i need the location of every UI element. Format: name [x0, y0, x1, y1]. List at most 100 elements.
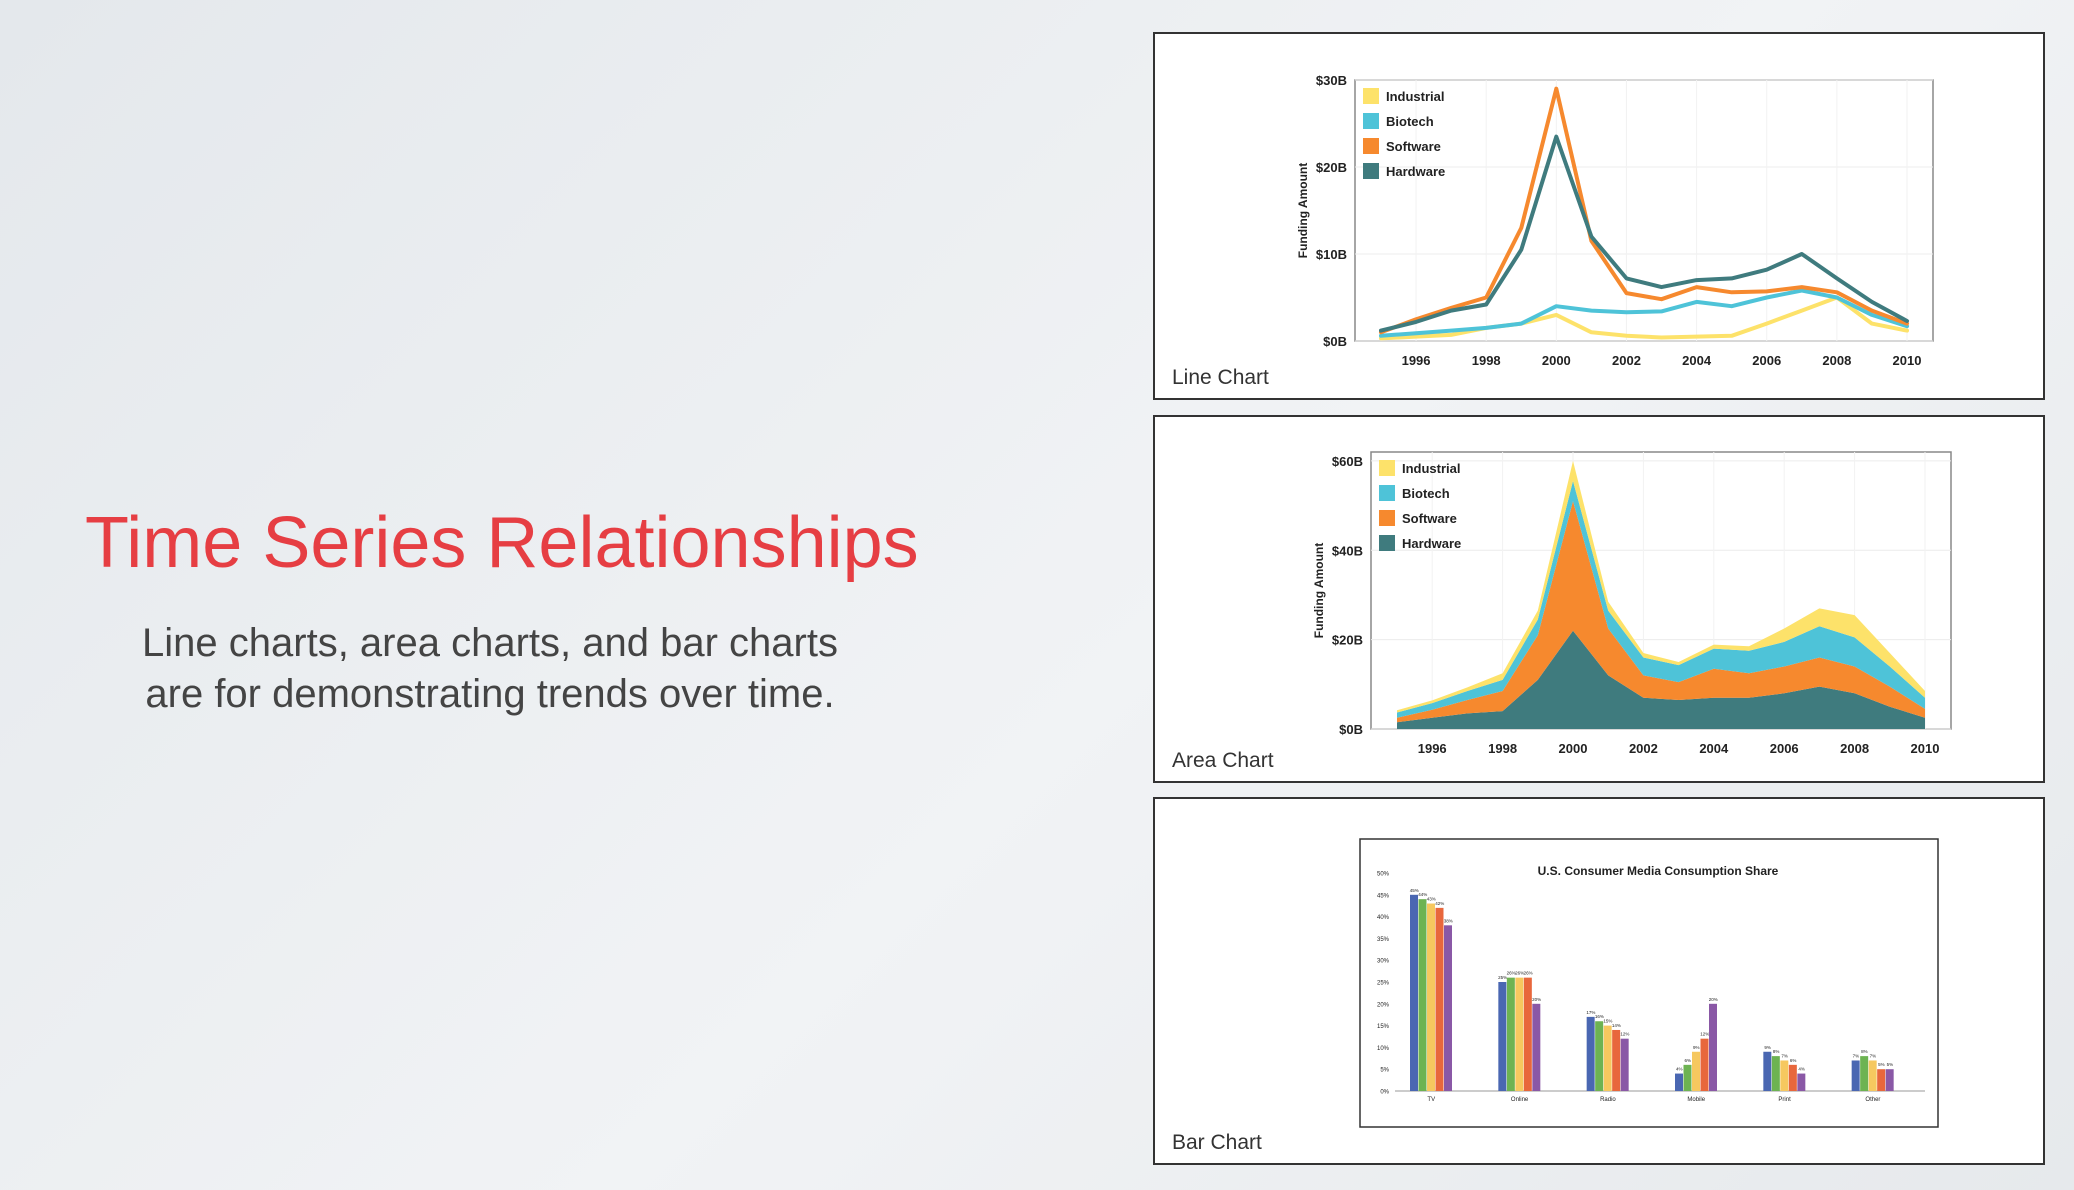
bar-data-label: 38%	[1444, 918, 1453, 923]
y-axis-title: Funding Amount	[1296, 163, 1310, 259]
legend-swatch-software	[1363, 138, 1379, 154]
bar-data-label: 15%	[1603, 1019, 1612, 1024]
bar-other	[1851, 1060, 1860, 1091]
bar-print	[1771, 1056, 1780, 1091]
bar-data-label: 5%	[1887, 1062, 1894, 1067]
y-tick-label: 15%	[1377, 1024, 1390, 1030]
bar-radio	[1586, 1016, 1595, 1091]
slide-title: Time Series Relationships	[85, 503, 919, 583]
y-tick-label: $20B	[1332, 633, 1363, 648]
y-axis-title: Funding Amount	[1312, 543, 1326, 639]
area-software	[1397, 501, 1925, 723]
x-tick-label: 2000	[1559, 741, 1588, 756]
category-label: TV	[1427, 1097, 1435, 1103]
y-tick-label: 30%	[1377, 959, 1390, 965]
bar-other	[1885, 1069, 1894, 1091]
bar-data-label: 44%	[1418, 892, 1427, 897]
bar-print	[1763, 1051, 1772, 1091]
bar-data-label: 26%	[1507, 971, 1516, 976]
x-tick-label: 2004	[1682, 353, 1712, 368]
bar-mobile	[1692, 1051, 1700, 1091]
area-hardware	[1397, 630, 1925, 729]
bar-data-label: 6%	[1790, 1058, 1797, 1063]
bar-chart-panel: U.S. Consumer Media Consumption Share 0% 5…	[1153, 797, 2045, 1165]
line-chart-label: Line Chart	[1172, 366, 1269, 389]
bar-data-label: 5%	[1878, 1062, 1885, 1067]
y-tick-label: $40B	[1332, 543, 1363, 558]
bar-chart-label: Bar Chart	[1172, 1131, 1262, 1154]
bar-mobile	[1709, 1003, 1717, 1091]
line-software	[1379, 86, 1909, 335]
y-tick-label: 35%	[1377, 937, 1390, 943]
bar-data-label: 6%	[1684, 1058, 1691, 1063]
legend-label-software: Software	[1386, 139, 1441, 154]
bar-mobile	[1675, 1073, 1683, 1091]
subtitle-line-2: are for demonstrating trends over time.	[145, 672, 835, 716]
x-tick-label: 1998	[1488, 741, 1517, 756]
category-label: Print	[1778, 1097, 1791, 1103]
bar-tv	[1435, 907, 1444, 1091]
x-tick-label: 2002	[1612, 353, 1641, 368]
bar-data-label: 7%	[1781, 1053, 1788, 1058]
line-industrial	[1379, 295, 1909, 341]
legend-label-software: Software	[1402, 511, 1457, 526]
bar-chart-frame	[1359, 838, 1939, 1128]
legend-label-industrial: Industrial	[1402, 461, 1461, 476]
x-tick-label: 2010	[1911, 741, 1940, 756]
bar-radio	[1595, 1021, 1604, 1091]
bar-print	[1797, 1073, 1806, 1091]
bar-chart: U.S. Consumer Media Consumption Share 0% 5…	[1359, 838, 1939, 1128]
legend-swatch-biotech	[1363, 113, 1379, 129]
y-tick-label: $0B	[1339, 722, 1363, 737]
bar-tv	[1427, 903, 1435, 1091]
bar-data-label: 45%	[1410, 888, 1419, 893]
bar-online	[1515, 977, 1524, 1091]
x-tick-label: 2008	[1840, 741, 1869, 756]
bar-online	[1523, 977, 1532, 1091]
bar-data-label: 17%	[1586, 1010, 1595, 1015]
y-tick-label: 25%	[1377, 981, 1390, 987]
legend-swatch-hardware	[1363, 163, 1379, 179]
x-tick-label: 2002	[1629, 741, 1658, 756]
y-tick-label: 40%	[1377, 915, 1390, 921]
y-tick-label: 20%	[1377, 1002, 1390, 1008]
y-tick-label: 10%	[1377, 1046, 1390, 1052]
bar-print	[1788, 1064, 1797, 1091]
y-tick-label: 45%	[1377, 893, 1390, 899]
legend-swatch-hardware	[1379, 535, 1395, 551]
bar-data-label: 20%	[1709, 997, 1718, 1002]
legend-swatch-biotech	[1379, 485, 1395, 501]
legend-label-industrial: Industrial	[1386, 89, 1445, 104]
bar-radio	[1603, 1025, 1612, 1091]
bar-other	[1868, 1060, 1877, 1091]
y-tick-label: 0%	[1380, 1090, 1389, 1096]
area-chart: $0B $20B $40B $60B 1996 1998 2000 2002 2004 2006 2…	[1312, 451, 1952, 756]
bar-data-label: 42%	[1435, 901, 1444, 906]
line-chart-panel: $0B $10B $20B $30B 1996 1998 2000 2002 2004 2006 2…	[1153, 32, 2045, 400]
category-label: Online	[1511, 1097, 1529, 1103]
bar-data-label: 26%	[1515, 971, 1524, 976]
bar-data-label: 20%	[1532, 997, 1541, 1002]
legend-label-biotech: Biotech	[1386, 114, 1434, 129]
subtitle-line-1: Line charts, area charts, and bar charts	[142, 621, 838, 665]
legend-swatch-industrial	[1379, 460, 1395, 476]
category-label: Other	[1865, 1097, 1880, 1103]
x-tick-label: 2008	[1822, 353, 1851, 368]
x-tick-label: 2010	[1893, 353, 1922, 368]
area-chart-label: Area Chart	[1172, 749, 1274, 772]
bar-tv	[1410, 894, 1418, 1091]
bar-data-label: 9%	[1693, 1045, 1700, 1050]
bar-data-label: 16%	[1595, 1014, 1604, 1019]
x-tick-label: 1998	[1472, 353, 1501, 368]
bar-data-label: 8%	[1773, 1049, 1780, 1054]
y-tick-label: 5%	[1380, 1068, 1389, 1074]
line-hardware	[1379, 134, 1909, 333]
category-label: Mobile	[1687, 1097, 1705, 1103]
bar-mobile	[1700, 1038, 1709, 1091]
legend-label-hardware: Hardware	[1386, 164, 1445, 179]
bar-print	[1780, 1060, 1789, 1091]
bar-data-label: 43%	[1427, 897, 1436, 902]
category-label: Radio	[1600, 1097, 1616, 1103]
x-tick-label: 1996	[1418, 741, 1447, 756]
bar-other	[1877, 1069, 1886, 1091]
